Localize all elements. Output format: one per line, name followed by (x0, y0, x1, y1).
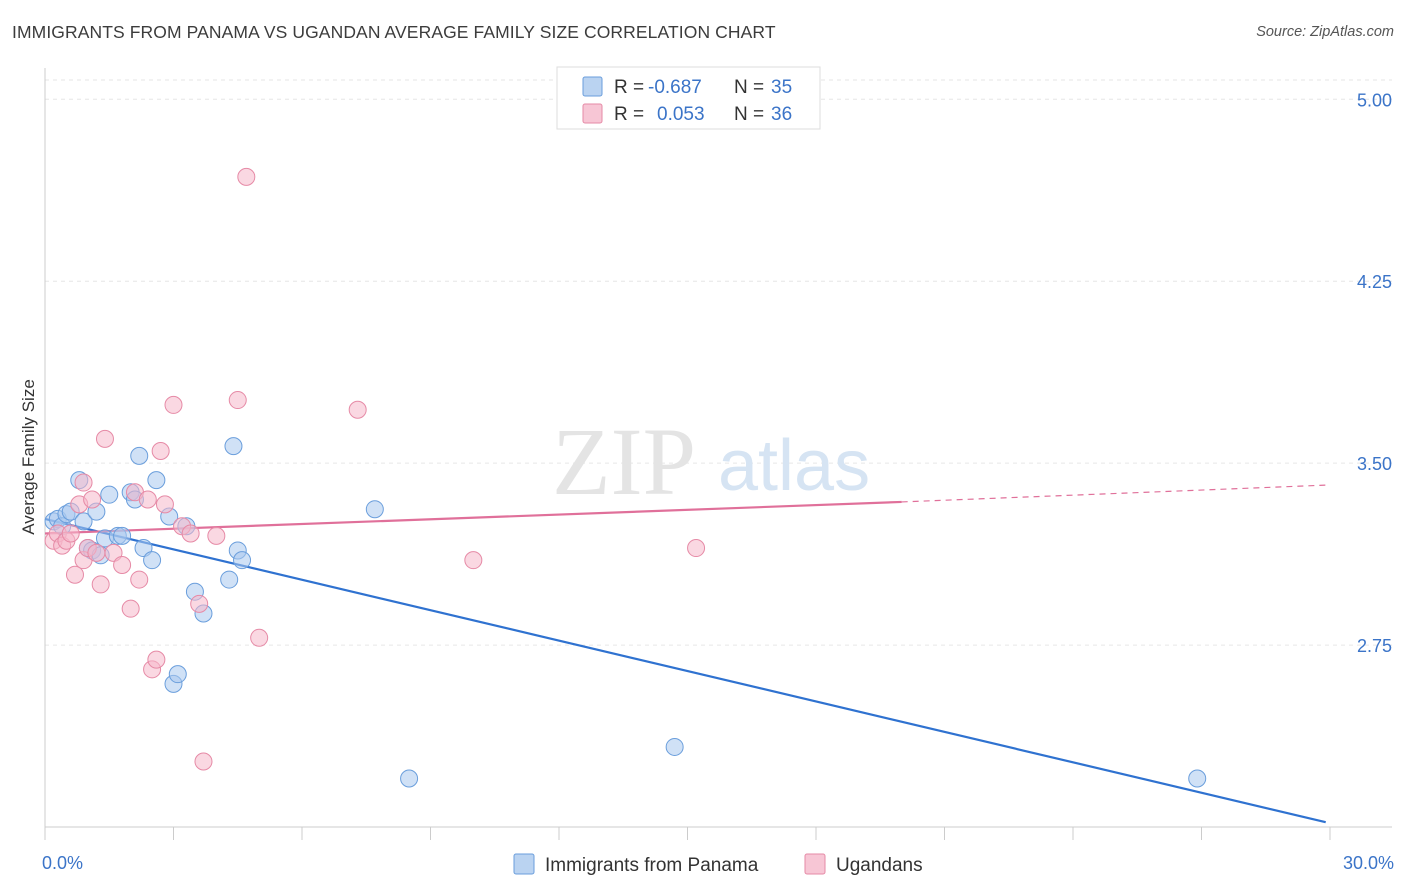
y-axis-label: Average Family Size (19, 379, 38, 535)
legend-n-label-ugandans: N = (734, 104, 764, 125)
point-panama (1188, 769, 1207, 788)
point-ugandans (194, 752, 213, 771)
point-panama (220, 570, 239, 589)
point-ugandans (207, 526, 226, 545)
y-tick-label: 3.50 (1357, 454, 1392, 474)
x-tick-label-min: 0.0% (42, 853, 83, 873)
point-panama (168, 665, 187, 684)
trendline-panama (44, 517, 1326, 824)
legend-r-value-ugandans: 0.053 (657, 104, 705, 125)
point-ugandans (95, 429, 114, 448)
point-ugandans (151, 442, 170, 460)
y-tick-labels: 2.75 3.50 4.25 5.00 (1357, 90, 1392, 656)
legend-n-value-panama: 35 (771, 77, 792, 98)
point-ugandans (464, 551, 483, 570)
trendlines (44, 484, 1331, 824)
legend-swatch-ugandans (582, 103, 603, 124)
series-legend-swatch-panama (513, 853, 535, 875)
point-panama (100, 485, 119, 504)
y-tick-label: 4.25 (1357, 272, 1392, 292)
point-ugandans (61, 524, 80, 543)
point-panama (113, 526, 132, 545)
point-ugandans (147, 650, 166, 669)
point-ugandans (121, 599, 140, 618)
point-ugandans (130, 570, 149, 589)
point-ugandans (155, 495, 174, 514)
watermark-zip: ZIP (552, 408, 696, 515)
point-ugandans (237, 167, 256, 186)
point-ugandans (687, 539, 706, 558)
legend-n-label-panama: N = (734, 77, 764, 98)
data-points (44, 167, 1207, 788)
point-ugandans (164, 395, 183, 414)
point-ugandans (348, 400, 367, 419)
y-tick-label: 5.00 (1357, 90, 1392, 110)
series-legend: Immigrants from Panama Ugandans (513, 853, 923, 876)
point-panama (130, 446, 149, 465)
legend-n-value-ugandans: 36 (771, 104, 792, 125)
point-panama (224, 437, 243, 456)
point-ugandans (65, 565, 84, 584)
legend-r-value-panama: -0.687 (648, 77, 702, 98)
watermark-atlas: atlas (718, 426, 870, 506)
point-panama (147, 471, 166, 490)
point-panama (400, 769, 419, 788)
point-ugandans (113, 556, 132, 575)
chart-source: Source: ZipAtlas.com (1256, 24, 1394, 40)
correlation-legend: R = -0.687 N = 35 R = 0.053 N = 36 (556, 66, 821, 130)
point-panama (143, 551, 162, 570)
legend-swatch-panama (582, 76, 603, 97)
legend-r-label-panama: R = (614, 77, 644, 98)
trendline-ugandans-extension (901, 484, 1331, 503)
point-ugandans (74, 473, 93, 492)
series-legend-label-panama: Immigrants from Panama (545, 855, 759, 876)
point-panama (665, 737, 684, 756)
point-ugandans (83, 490, 102, 509)
point-ugandans (228, 391, 247, 410)
point-ugandans (91, 575, 110, 594)
point-ugandans (138, 490, 157, 509)
point-panama (233, 551, 252, 570)
point-panama (365, 500, 384, 519)
y-tick-label: 2.75 (1357, 636, 1392, 656)
axes (44, 68, 1392, 840)
x-tick-label-max: 30.0% (1343, 853, 1394, 873)
point-ugandans (250, 628, 269, 647)
point-ugandans (87, 543, 106, 562)
point-ugandans (190, 594, 209, 613)
chart-title: IMMIGRANTS FROM PANAMA VS UGANDAN AVERAG… (12, 22, 776, 42)
series-legend-swatch-ugandans (804, 853, 826, 875)
x-tick-labels: 0.0% 30.0% (42, 853, 1394, 873)
legend-r-label-ugandans: R = (614, 104, 644, 125)
point-ugandans (181, 524, 200, 543)
point-panama (74, 512, 93, 531)
series-legend-label-ugandans: Ugandans (836, 855, 923, 876)
